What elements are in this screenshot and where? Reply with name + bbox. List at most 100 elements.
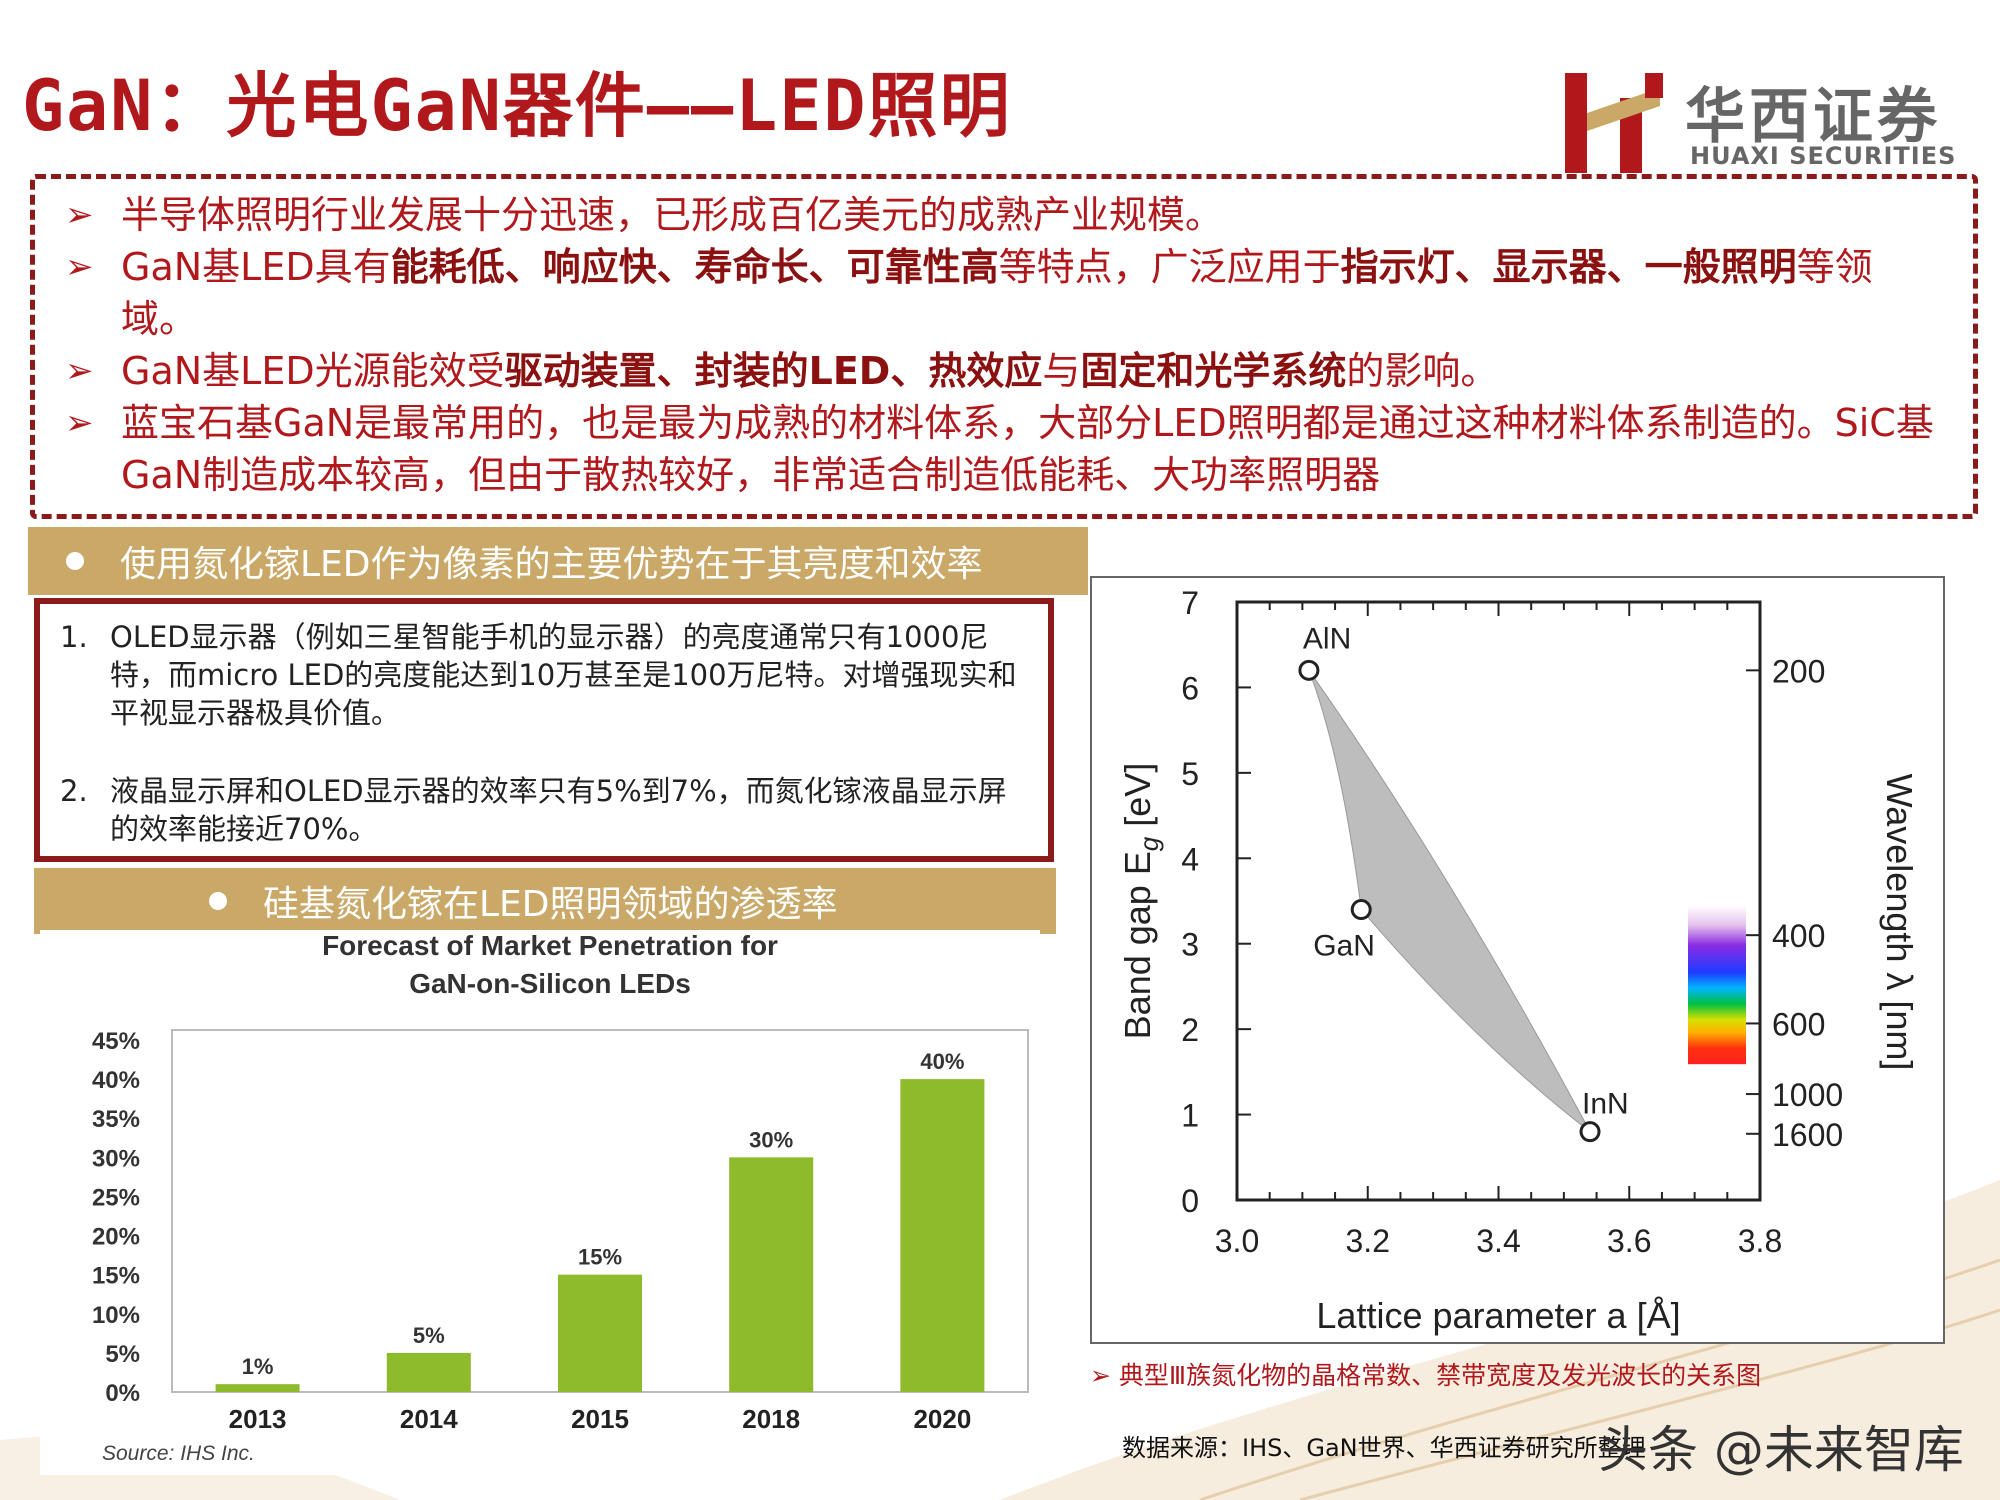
data-source: 数据来源：IHS、GaN世界、华西证券研究所整理 bbox=[1122, 1434, 1646, 1462]
bullet-arrow-icon: ➢ bbox=[65, 403, 94, 443]
y-tick-label: 35% bbox=[92, 1106, 140, 1133]
y-tick-label: 45% bbox=[92, 1028, 140, 1055]
y-tick-label: 15% bbox=[92, 1263, 140, 1290]
y-tick-label: 0 bbox=[1181, 1183, 1199, 1219]
y-tick-label: 40% bbox=[92, 1067, 140, 1094]
banner-label: 硅基氮化镓在LED照明领域的渗透率 bbox=[263, 884, 838, 925]
y-tick-label: 10% bbox=[92, 1302, 140, 1329]
bullet-run: GaN基LED光源能效受 bbox=[121, 349, 505, 393]
advantages-box: 1. OLED显示器（例如三星智能手机的显示器）的亮度通常只有1000尼特，而m… bbox=[34, 598, 1054, 862]
x-tick-label: 3.8 bbox=[1738, 1223, 1782, 1259]
bullet-item: ➢ GaN基LED具有能耗低、响应快、寿命长、可靠性高等特点，广泛应用于指示灯、显… bbox=[65, 241, 1943, 345]
y-axis-label-main: Band gap E bbox=[1117, 851, 1158, 1039]
y-tick-label: 5 bbox=[1181, 756, 1199, 792]
bullet-arrow-icon: ➢ bbox=[65, 195, 94, 235]
bullet-run: 与 bbox=[1042, 349, 1081, 393]
bar-value-label: 40% bbox=[920, 1049, 964, 1074]
x-tick-label: 2013 bbox=[229, 1404, 287, 1434]
bar bbox=[215, 1384, 300, 1392]
y2-tick-label: 400 bbox=[1772, 918, 1825, 954]
y-tick-label: 4 bbox=[1181, 841, 1199, 877]
advantage-item: 2. 液晶显示屏和OLED显示器的效率只有5%到7%，而氮化镓液晶显示屏的效率能… bbox=[60, 772, 1028, 848]
y-tick-label: 20% bbox=[92, 1224, 140, 1251]
caption-text: 典型Ⅲ族氮化物的晶格常数、禁带宽度及发光波长的关系图 bbox=[1118, 1361, 1762, 1390]
y2-tick-label: 600 bbox=[1772, 1006, 1825, 1042]
bullet-emphasis: 能耗低、响应快、寿命长、可靠性高 bbox=[390, 245, 999, 289]
y-tick-label: 6 bbox=[1181, 670, 1199, 706]
bullet-emphasis: 固定和光学系统 bbox=[1080, 349, 1347, 393]
logo-chinese-name: 华西证券 bbox=[1685, 82, 1941, 152]
y-axis-label-sub: g bbox=[1134, 836, 1164, 851]
x-tick-label: 3.4 bbox=[1476, 1223, 1520, 1259]
advantage-text: 液晶显示屏和OLED显示器的效率只有5%到7%，而氮化镓液晶显示屏的效率能接近7… bbox=[110, 774, 1007, 846]
x-tick-label: 2015 bbox=[571, 1404, 629, 1434]
advantage-number: 1. bbox=[60, 620, 88, 654]
scatter-chart-svg: 3.0 3.2 3.4 3.6 3.8 0 1 2 3 4 5 6 7 200 400 600 1000 1600… bbox=[1117, 585, 1920, 1336]
x-tick-label: 2020 bbox=[913, 1404, 971, 1434]
y-tick-label: 25% bbox=[92, 1184, 140, 1211]
bullet-text: GaN基LED光源能效受驱动装置、封装的LED、热效应与固定和光学系统的影响。 bbox=[121, 345, 1943, 397]
bullet-arrow-icon: ➢ bbox=[65, 351, 94, 391]
x-tick-label: 3.6 bbox=[1607, 1223, 1651, 1259]
advantage-text: OLED显示器（例如三星智能手机的显示器）的亮度通常只有1000尼特，而micr… bbox=[110, 620, 1017, 730]
y-axis-label: Band gap Eg [eV] bbox=[1117, 763, 1164, 1040]
watermark: 头条 @未来智库 bbox=[1598, 1421, 1964, 1479]
x-tick-label: 2014 bbox=[400, 1404, 458, 1434]
bullet-item: ➢ 半导体照明行业发展十分迅速，已形成百亿美元的成熟产业规模。 bbox=[65, 189, 1943, 241]
bullet-text: 半导体照明行业发展十分迅速，已形成百亿美元的成熟产业规模。 bbox=[121, 189, 1943, 241]
bar bbox=[558, 1274, 642, 1392]
x-tick-label: 3.0 bbox=[1215, 1223, 1259, 1259]
plot-frame bbox=[1235, 600, 1762, 1202]
bullet-run: GaN基LED具有 bbox=[121, 245, 391, 289]
bar-value-label: 5% bbox=[413, 1323, 445, 1348]
huaxi-logo-mark-icon bbox=[1565, 73, 1663, 173]
y-tick-label: 1 bbox=[1181, 1098, 1199, 1134]
bullet-run: 等特点，广泛应用于 bbox=[998, 245, 1341, 289]
alloy-region bbox=[1308, 670, 1591, 1133]
bar bbox=[900, 1079, 985, 1392]
point-label: AlN bbox=[1303, 622, 1351, 655]
y-tick-label: 5% bbox=[105, 1341, 140, 1368]
data-point bbox=[1350, 899, 1372, 921]
banner-label: 使用氮化镓LED作为像素的主要优势在于其亮度和效率 bbox=[120, 544, 983, 585]
bar bbox=[386, 1352, 471, 1392]
bullet-emphasis: 指示灯、显示器、一般照明 bbox=[1340, 245, 1797, 289]
bullet-run: 的影响。 bbox=[1346, 349, 1499, 393]
banner-penetration-rate: 硅基氮化镓在LED照明领域的渗透率 bbox=[34, 868, 1056, 934]
bullet-text: GaN基LED具有能耗低、响应快、寿命长、可靠性高等特点，广泛应用于指示灯、显示… bbox=[121, 241, 1943, 345]
y2-axis-label: Wavelength λ [nm] bbox=[1879, 774, 1920, 1071]
y-tick-label: 3 bbox=[1181, 927, 1199, 963]
x-tick-label: 2018 bbox=[742, 1404, 800, 1434]
point-label: InN bbox=[1582, 1088, 1629, 1121]
banner-brightness-efficiency: 使用氮化镓LED作为像素的主要优势在于其亮度和效率 bbox=[28, 527, 1088, 595]
data-point bbox=[1298, 659, 1320, 681]
visible-spectrum-strip bbox=[1688, 905, 1746, 1065]
bullet-run: 等领域。 bbox=[121, 245, 1873, 341]
bar-value-label: 30% bbox=[749, 1127, 793, 1152]
key-points-box: ➢ 半导体照明行业发展十分迅速，已形成百亿美元的成熟产业规模。 ➢ GaN基LED具有… bbox=[30, 174, 1978, 519]
bullet-emphasis: 驱动装置、封装的LED、热效应 bbox=[504, 349, 1043, 393]
bullet-run: 半导体照明行业发展十分迅速，已形成百亿美元的成熟产业规模。 bbox=[121, 193, 1224, 237]
bar-value-label: 1% bbox=[242, 1354, 274, 1379]
bullet-run: 蓝宝石基GaN是最常用的，也是最为成熟的材料体系，大部分LED照明都是通过这种材… bbox=[121, 401, 1934, 497]
y-tick-label: 2 bbox=[1181, 1012, 1199, 1048]
chart-title: GaN-on-Silicon LEDs bbox=[409, 968, 691, 999]
advantage-item: 1. OLED显示器（例如三星智能手机的显示器）的亮度通常只有1000尼特，而m… bbox=[60, 618, 1028, 732]
y-axis-label-unit: [eV] bbox=[1117, 763, 1158, 837]
data-point bbox=[1579, 1121, 1601, 1143]
bandgap-lattice-chart: 3.0 3.2 3.4 3.6 3.8 0 1 2 3 4 5 6 7 200 400 600 1000 1600… bbox=[1090, 576, 1945, 1344]
page-title: GaN：光电GaN器件——LED照明 bbox=[22, 65, 1012, 147]
bullet-item: ➢ 蓝宝石基GaN是最常用的，也是最为成熟的材料体系，大部分LED照明都是通过这种… bbox=[65, 397, 1943, 501]
figure-caption: ➢ 典型Ⅲ族氮化物的晶格常数、禁带宽度及发光波长的关系图 bbox=[1090, 1356, 1761, 1392]
chart-source: Source: IHS Inc. bbox=[102, 1442, 255, 1465]
bullet-arrow-icon: ➢ bbox=[65, 247, 94, 287]
x-tick-label: 3.2 bbox=[1346, 1223, 1390, 1259]
bullet-text: 蓝宝石基GaN是最常用的，也是最为成熟的材料体系，大部分LED照明都是通过这种材… bbox=[121, 397, 1943, 501]
chart-title: Forecast of Market Penetration for bbox=[322, 930, 778, 961]
y2-tick-label: 1000 bbox=[1772, 1077, 1843, 1113]
bar bbox=[729, 1157, 814, 1392]
bar-value-label: 15% bbox=[578, 1245, 622, 1270]
y2-tick-label: 1600 bbox=[1772, 1117, 1843, 1153]
advantage-number: 2. bbox=[60, 774, 88, 808]
y-tick-label: 7 bbox=[1181, 585, 1199, 621]
